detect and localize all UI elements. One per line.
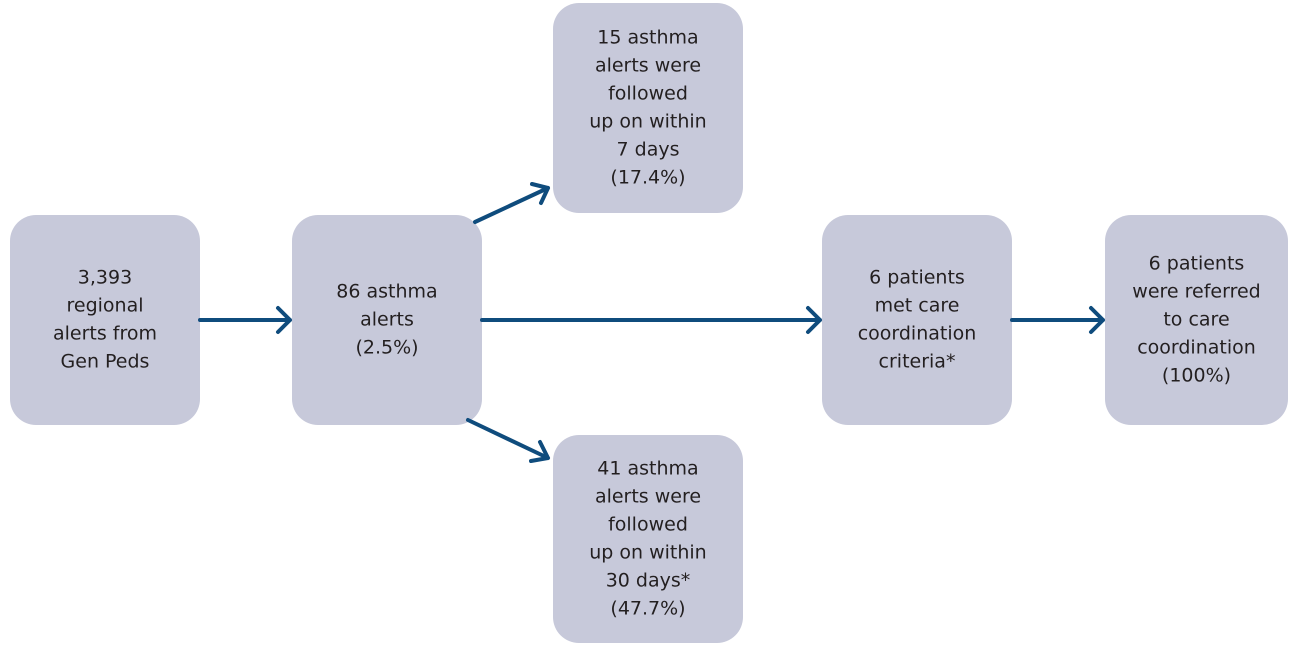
node-label: 86 asthma (336, 281, 437, 303)
node: 6 patients met care coordination criteria* (822, 215, 1012, 425)
node-label: 41 asthma (597, 458, 698, 480)
node-label: alerts were (595, 55, 701, 77)
node: 86 asthma alerts (2.5%) (292, 215, 482, 425)
node-label: coordination (1137, 337, 1256, 359)
node-label: were referred (1132, 281, 1260, 303)
node-label: criteria* (879, 351, 956, 373)
arrow (480, 306, 822, 334)
node-label: 6 patients (1149, 253, 1245, 275)
node-label: alerts (360, 309, 414, 331)
arrow (473, 182, 550, 224)
node-box (553, 3, 743, 213)
node-label: (2.5%) (355, 337, 418, 359)
node: 6 patients were referred to care coordinati… (1105, 215, 1288, 425)
node-label: 30 days* (606, 570, 691, 592)
node-label: 6 patients (869, 267, 965, 289)
node-label: 15 asthma (597, 27, 698, 49)
node-label: coordination (858, 323, 977, 345)
node-label: 7 days (617, 139, 680, 161)
node-label: up on within (589, 111, 706, 133)
node-box (10, 215, 200, 425)
node-label: alerts from (53, 323, 157, 345)
node-box (1105, 215, 1288, 425)
node-label: (100%) (1162, 365, 1231, 387)
node: 3,393 regional alerts from Gen Peds (10, 215, 200, 425)
arrow (466, 418, 550, 463)
node-box (292, 215, 482, 425)
node: 41 asthma alerts were followed up on within… (553, 435, 743, 643)
arrows (198, 182, 1105, 463)
node: 15 asthma alerts were followed up on within… (553, 3, 743, 213)
node-label: 3,393 (78, 267, 132, 289)
arrow (198, 306, 292, 334)
node-label: (47.7%) (610, 598, 685, 620)
node-label: to care (1163, 309, 1229, 331)
arrow (1010, 306, 1105, 334)
node-label: regional (66, 295, 143, 317)
node-label: Gen Peds (61, 351, 150, 373)
node-label: followed (608, 83, 688, 105)
node-box (553, 435, 743, 643)
node-label: alerts were (595, 486, 701, 508)
node-label: up on within (589, 542, 706, 564)
node-label: (17.4%) (610, 167, 685, 189)
node-label: followed (608, 514, 688, 536)
node-box (822, 215, 1012, 425)
node-label: met care (875, 295, 960, 317)
